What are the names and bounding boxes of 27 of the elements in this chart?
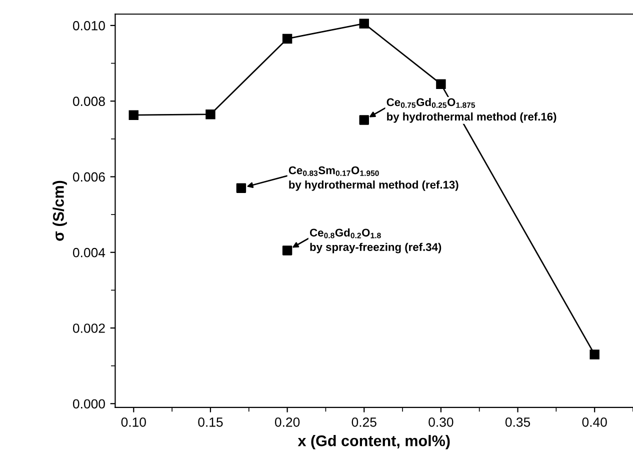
point [359,115,369,125]
x-tick-label: 0.25 [352,417,376,427]
point [359,18,369,28]
point [282,246,292,256]
point [206,109,216,120]
point [128,110,139,120]
point [236,183,246,193]
y-tick-label: 0.000 [72,399,105,409]
x-tick-label: 0.30 [428,417,454,427]
y-tick-label: 0.004 [72,248,106,258]
x-tick-label: 0.10 [121,417,146,427]
y-axis-title: σ (S/cm) [52,180,67,241]
x-tick-label: 0.40 [582,417,607,427]
x-axis-title: x (Gd content, mol%) [298,434,450,450]
x-tick-label: 0.20 [274,417,300,427]
annotation: Ce$_{0.8}$Gd$_{0.2}$O$_{1.8}$ by spray-freezing (ref.34) [310,228,442,254]
annotation: Ce$_{0.83}$Sm$_{0.17}$O$_{1.950}$ by hydrothermal method (ref.13) [288,166,458,191]
point [282,34,292,44]
y-tick-label: 0.006 [72,172,105,182]
annotation: Ce$_{0.75}$Gd$_{0.25}$O$_{1.875}$ by hydrothermal method (ref.16) [386,98,556,123]
y-tick-label: 0.002 [72,324,105,333]
point [590,350,600,360]
y-tick-label: 0.010 [72,21,105,30]
y-tick-label: 0.008 [72,96,105,106]
x-tick-label: 0.15 [198,417,223,427]
point [436,79,446,89]
x-tick-label: 0.35 [505,417,530,427]
